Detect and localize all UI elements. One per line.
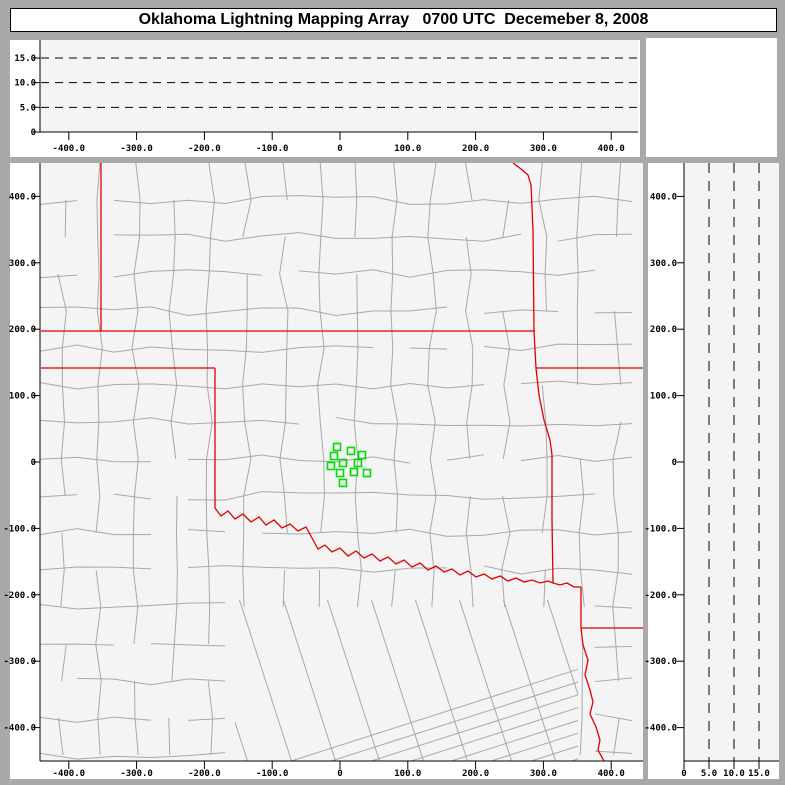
station-markers [326, 442, 372, 488]
station-marker [338, 478, 348, 488]
tick-label: -300.0 [3, 657, 36, 667]
tick-label: -100.0 [256, 144, 289, 154]
dashed-altitude-lines [708, 163, 760, 761]
tick-label: -200.0 [644, 591, 677, 601]
station-marker [353, 458, 363, 468]
ew-altitude-plot-area[interactable] [40, 40, 638, 132]
state-borders [41, 163, 643, 761]
state-border-red-river [214, 507, 554, 584]
altitude-histogram-panel [646, 38, 777, 157]
tick-label: 100.0 [650, 392, 677, 402]
altitude-axis-ticks: 0 5.0 10.0 15.0 [681, 761, 770, 779]
tick-label: -100.0 [644, 524, 677, 534]
station-marker [338, 458, 348, 468]
tick-label: 15.0 [748, 769, 770, 779]
tick-label: 200.0 [9, 325, 36, 335]
ew-altitude-panel: 15.0 10.0 5.0 0 -400.0 -300.0 -200.0 -100.0 0 100… [10, 40, 640, 157]
tick-label: 200.0 [462, 144, 489, 154]
tick-label: 5.0 [701, 769, 717, 779]
tick-label: 400.0 [598, 769, 625, 779]
plan-view-map: 400.0300.0200.0100.00-100.0-200.0-300.0-… [3, 163, 643, 779]
tick-label: -400.0 [644, 724, 677, 734]
tick-label: -100.0 [256, 769, 289, 779]
tick-label: 100.0 [394, 769, 421, 779]
tick-label: 300.0 [530, 769, 557, 779]
tick-label: -400.0 [53, 144, 86, 154]
ns-axis-ticks: 400.0 300.0 200.0 100.0 0 -100.0 -200.0 -300.0 -… [644, 192, 684, 734]
station-marker [349, 467, 359, 477]
plan-view-panel: 400.0 300.0 200.0 100.0 0 -100.0 -200.0 -300.0-… [3, 163, 643, 779]
altitude-axis-ticks: 15.0 10.0 5.0 0 [14, 54, 40, 138]
tick-label: 0 [681, 769, 686, 779]
ns-altitude-plot-area[interactable] [684, 163, 779, 761]
station-marker [362, 468, 372, 478]
state-border-red-river-east [552, 582, 581, 588]
ew-axis-ticks: -400.0 -300.0 -200.0 -100.0 0 100.0 200.0 300.0… [53, 132, 625, 154]
tick-label: -300.0 [644, 657, 677, 667]
county-lines [40, 163, 633, 760]
tick-label: 0 [337, 144, 342, 154]
tick-label: 300.0 [650, 259, 677, 269]
tick-label: -300.0 [120, 144, 153, 154]
tick-label: 100.0 [394, 144, 421, 154]
station-marker [335, 468, 345, 478]
title-bar: Oklahoma Lightning Mapping Array 0700 UT… [10, 8, 777, 32]
dashed-altitude-lines [41, 57, 638, 108]
ns-altitude-plot: 400.0 300.0 200.0 100.0 0 -100.0 -200.0 -300.0 -… [644, 163, 779, 779]
ns-axis-ticks: 400.0 300.0 200.0 100.0 0 -100.0 -200.0 -300.0 -… [3, 192, 40, 734]
tick-label: 5.0 [20, 103, 36, 113]
station-marker [346, 446, 356, 456]
tick-label: 300.0 [9, 259, 36, 269]
tick-label: -400.0 [3, 724, 36, 734]
tick-label: 10.0 [14, 79, 36, 89]
station-marker [329, 451, 339, 461]
tick-label: 15.0 [14, 54, 36, 64]
tick-label: -400.0 [53, 769, 86, 779]
station-marker [326, 461, 336, 471]
title-text: Oklahoma Lightning Mapping Array 0700 UT… [138, 11, 649, 28]
tick-label: 100.0 [9, 392, 36, 402]
tick-label: 10.0 [723, 769, 745, 779]
tick-label: 0 [672, 458, 677, 468]
tick-label: 0 [31, 128, 36, 138]
state-border-texas-louisiana-line [580, 627, 605, 761]
ns-altitude-panel: 400.0 300.0 200.0 100.0 0 -100.0 -200.0 -300.0 -… [644, 163, 779, 779]
tick-label: 400.0 [598, 144, 625, 154]
tick-label: 300.0 [530, 144, 557, 154]
tick-label: 200.0 [462, 769, 489, 779]
county-lines-tilted [235, 600, 578, 761]
tick-label: 0 [337, 769, 342, 779]
ew-altitude-plot: 15.0 10.0 5.0 0 -400.0 -300.0 -200.0 -100.0 0 100… [14, 40, 638, 154]
tick-label: -200.0 [3, 591, 36, 601]
axes [39, 40, 638, 133]
tick-label: 400.0 [9, 192, 36, 202]
tick-label: -300.0 [120, 769, 153, 779]
tick-label: -200.0 [188, 769, 221, 779]
tick-label: 400.0 [650, 192, 677, 202]
tick-label: -100.0 [3, 524, 36, 534]
station-marker [332, 442, 342, 452]
tick-label: -200.0 [188, 144, 221, 154]
station-marker [357, 450, 367, 460]
ew-axis-ticks: -400.0 -300.0 -200.0 -100.0 0 100.0 200.0 300.0… [53, 761, 625, 779]
tick-label: 200.0 [650, 325, 677, 335]
tick-label: 0 [31, 458, 36, 468]
